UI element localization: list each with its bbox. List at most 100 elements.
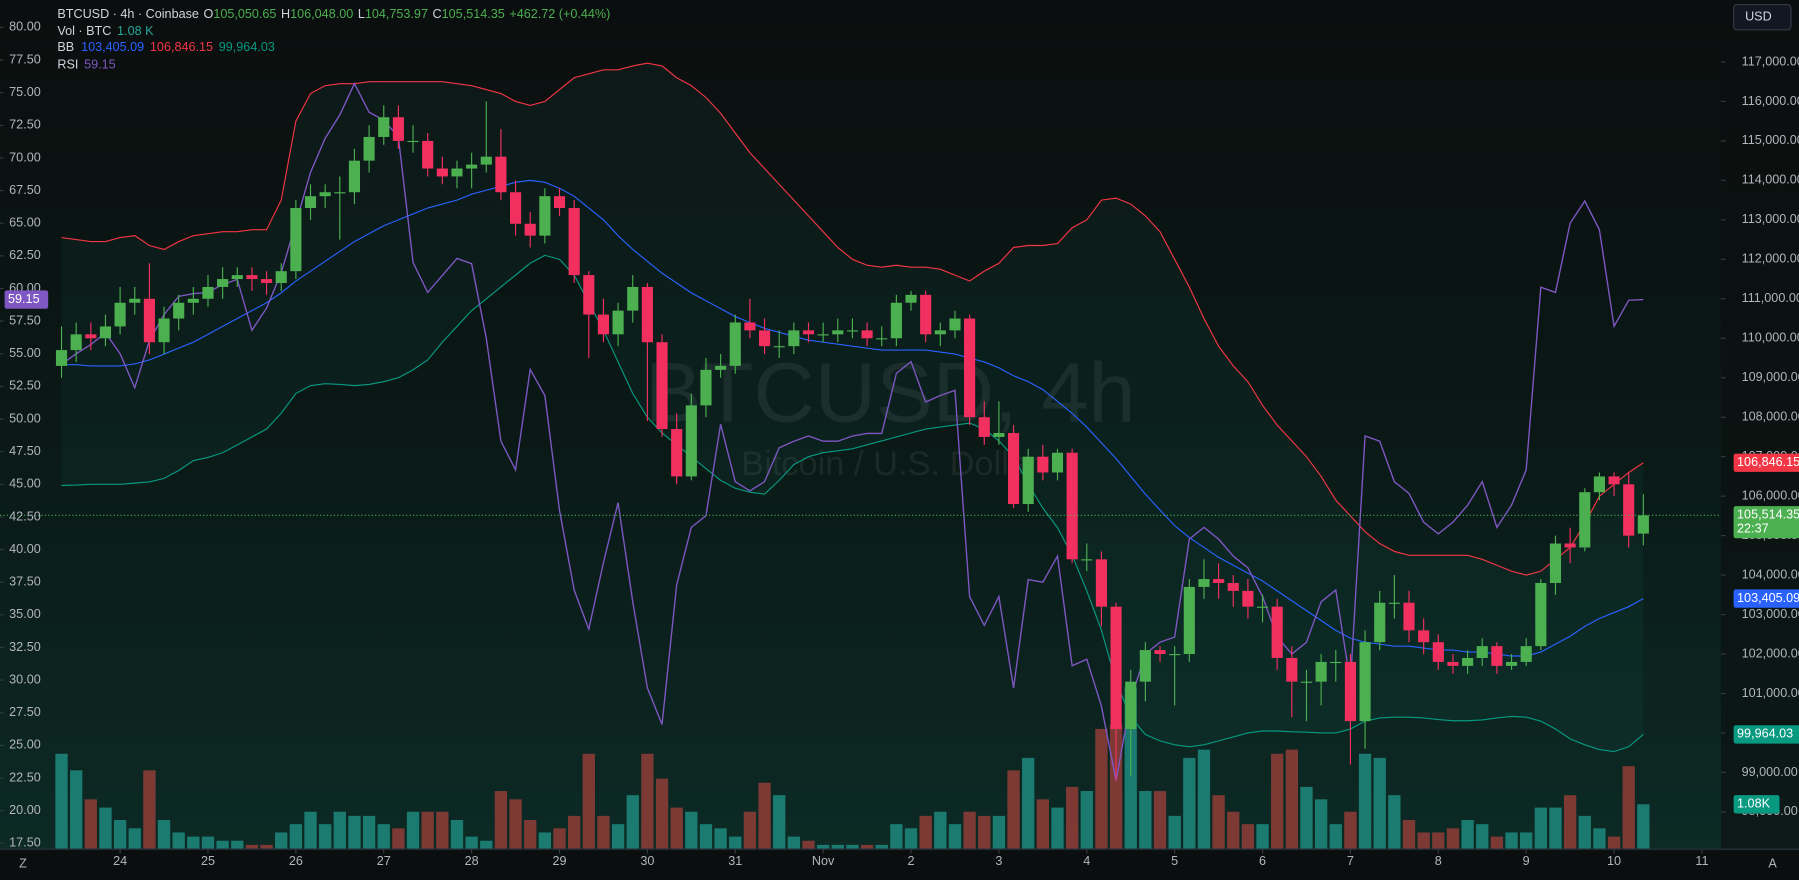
candle-body — [715, 365, 727, 370]
volume-bar — [1549, 807, 1562, 850]
volume-bar — [1329, 824, 1342, 850]
candle-body — [1198, 579, 1210, 587]
volume-bar — [1476, 824, 1489, 850]
currency-button[interactable]: USD — [1733, 4, 1792, 31]
candle-body — [861, 330, 873, 339]
y-tick-label: 114,000.00 — [1742, 173, 1799, 187]
volume-bar — [1388, 795, 1401, 850]
volume-bar — [480, 840, 493, 850]
candle-body — [319, 192, 331, 197]
candle-body — [378, 117, 390, 137]
volume-bar — [1241, 824, 1255, 850]
y-tick-label: 113,000.00 — [1742, 212, 1799, 226]
candle-body — [1022, 456, 1034, 505]
candle-body — [509, 192, 522, 224]
rsi-tick-label: 77.50 — [9, 52, 41, 66]
y-tick-label: 104,000.00 — [1742, 567, 1799, 581]
price-badge-box — [1733, 506, 1799, 539]
candle-body — [1286, 657, 1298, 682]
volume-bar — [787, 836, 801, 850]
volume-bar — [670, 807, 683, 850]
candle-body — [1183, 586, 1195, 655]
volume-bar — [1271, 753, 1284, 850]
bb-upper — [61, 62, 1644, 576]
candle-body — [685, 405, 697, 477]
candle-body — [1505, 661, 1518, 666]
candle-body — [920, 294, 932, 335]
volume-bar — [319, 824, 332, 850]
volume-bar — [348, 815, 361, 850]
candle-body — [231, 275, 243, 280]
volume-bar — [1065, 786, 1079, 850]
x-tick-label: 28 — [465, 854, 479, 868]
volume-bar — [1314, 799, 1328, 850]
currency-button-label[interactable]: USD — [1745, 10, 1772, 24]
candle-body — [949, 318, 961, 331]
y-tick-label: 110,000.00 — [1742, 331, 1799, 345]
candle-body — [202, 286, 214, 299]
volume-bar — [436, 811, 449, 850]
candle-body — [1491, 646, 1503, 666]
currency-button-box[interactable] — [1733, 4, 1792, 31]
change: +462.72 (+0.44%) — [509, 7, 610, 21]
candle-body — [1623, 484, 1635, 536]
volume-bar — [860, 844, 874, 850]
symbol: BTCUSD · 4h · Coinbase — [57, 7, 199, 21]
candle-body — [1637, 515, 1649, 534]
volume-bar — [816, 844, 830, 850]
volume-bar — [494, 791, 508, 850]
volume-bar — [626, 795, 639, 850]
candle-body — [392, 117, 404, 141]
candle-body — [758, 330, 771, 347]
candle-body — [1388, 602, 1400, 604]
candle-body — [1432, 642, 1444, 662]
volume-bar — [1358, 753, 1372, 850]
volume-bar — [172, 832, 185, 850]
candle-body — [597, 314, 610, 335]
candle-body — [1154, 650, 1166, 655]
volume-bar — [1534, 807, 1547, 850]
volume-bar — [773, 795, 786, 850]
badges: 106,846.15103,405.0999,964.03105,514.352… — [4, 290, 1799, 814]
candle-body — [261, 279, 273, 284]
volume-bar — [567, 815, 581, 850]
rsi-tick-label: 42.50 — [9, 509, 41, 523]
volume-bar — [1139, 791, 1152, 850]
watermark-title: BTCUSD, 4h — [645, 345, 1136, 440]
candle-body — [187, 298, 199, 303]
volume-bar — [992, 815, 1006, 850]
candle-body — [129, 298, 141, 303]
candle-body — [890, 302, 902, 339]
volume-bar — [919, 815, 932, 850]
volume-bar — [875, 844, 888, 850]
candle-body — [1007, 432, 1020, 505]
rsi-tick-label: 70.00 — [9, 150, 41, 164]
value: 106,846.15 — [150, 41, 213, 55]
candle-body — [934, 330, 946, 335]
value: 103,405.09 — [81, 41, 144, 55]
corner-button[interactable]: Z — [19, 856, 27, 870]
price-badge: 105,514.35 — [1737, 508, 1799, 522]
candle-body — [1213, 579, 1225, 583]
candle-body — [1051, 452, 1064, 473]
corner-button[interactable]: A — [1768, 856, 1777, 870]
volume-bar — [1168, 815, 1181, 850]
volume-bar — [231, 840, 244, 850]
candle-body — [1256, 606, 1269, 608]
volume-bar — [406, 811, 420, 850]
x-tick-label: 29 — [552, 854, 566, 868]
candle-body — [407, 140, 419, 143]
volume-bar — [260, 844, 273, 850]
candle-body — [1242, 590, 1254, 607]
candle-body — [1037, 456, 1049, 473]
volume-bar — [1505, 832, 1518, 850]
candle-body — [802, 330, 815, 335]
candle-body — [70, 334, 82, 351]
volume-bar — [685, 811, 698, 850]
candle-body — [495, 156, 507, 193]
candle-body — [744, 322, 756, 331]
x-tick-label: 9 — [1523, 854, 1530, 868]
volume-bar — [1432, 832, 1445, 850]
volume-bar — [553, 828, 566, 850]
